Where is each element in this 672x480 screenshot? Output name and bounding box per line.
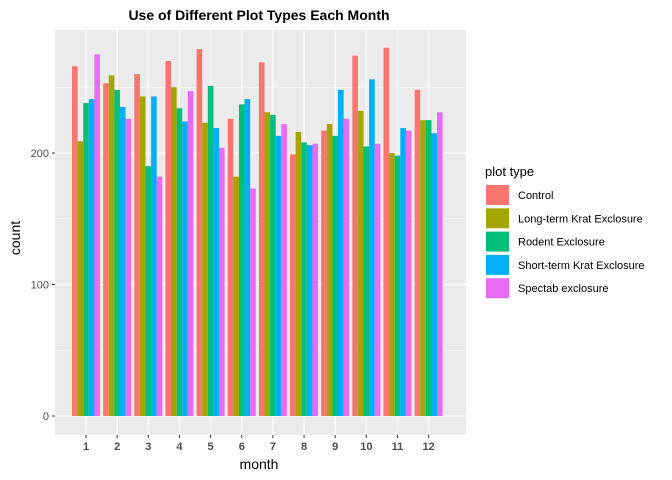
bar xyxy=(233,176,239,416)
legend-label: Rodent Exclosure xyxy=(518,237,605,249)
bar xyxy=(171,87,177,416)
legend-key xyxy=(486,185,509,205)
bar xyxy=(83,103,89,416)
bar xyxy=(270,114,276,417)
y-tick-label: 100 xyxy=(31,280,49,292)
bar xyxy=(213,128,219,416)
bar xyxy=(238,104,245,416)
bars xyxy=(72,47,443,417)
bar xyxy=(312,143,319,417)
x-tick-label: 11 xyxy=(392,441,404,453)
bar xyxy=(227,118,234,416)
bar xyxy=(103,83,109,417)
x-tick-label: 8 xyxy=(301,441,307,453)
bar xyxy=(400,128,406,416)
x-tick-label: 5 xyxy=(208,441,214,453)
bar xyxy=(414,89,421,416)
legend-key xyxy=(486,231,509,252)
bar xyxy=(119,106,126,416)
bar xyxy=(357,110,364,417)
bar xyxy=(389,153,395,416)
bar xyxy=(139,96,146,416)
x-tick-label: 2 xyxy=(114,441,120,453)
bar xyxy=(295,131,302,416)
bar xyxy=(425,120,432,416)
y-axis-ticks: 0 100 200 xyxy=(31,148,55,423)
bar xyxy=(77,141,84,417)
bar xyxy=(176,108,183,416)
bar xyxy=(94,54,100,416)
x-axis-label: month xyxy=(240,456,279,472)
bar xyxy=(108,75,115,416)
bar xyxy=(405,130,412,416)
x-tick-label: 6 xyxy=(239,441,245,453)
bar xyxy=(72,66,78,417)
bar xyxy=(301,142,307,417)
bar xyxy=(134,74,140,416)
legend-key xyxy=(486,278,509,299)
legend-title: plot type xyxy=(485,164,534,179)
x-tick-label: 7 xyxy=(270,441,276,453)
legend-label: Short-term Krat Exclosure xyxy=(518,260,645,272)
bar xyxy=(352,55,358,416)
bar xyxy=(374,143,381,417)
legend-items: Control Long-term Krat Exclosure Rodent Ex… xyxy=(486,185,645,299)
bar xyxy=(431,133,438,416)
bar xyxy=(326,124,333,416)
bar xyxy=(182,121,188,416)
bar xyxy=(394,155,401,416)
bar xyxy=(151,96,157,416)
bar xyxy=(145,166,152,416)
bar xyxy=(332,135,338,416)
bar xyxy=(244,99,251,417)
bar xyxy=(165,60,172,416)
bar xyxy=(306,145,313,417)
y-axis-label: count xyxy=(7,221,23,255)
legend-label: Long-term Krat Exclosure xyxy=(518,213,643,225)
bar xyxy=(187,91,194,416)
bar xyxy=(264,112,271,417)
bar xyxy=(258,62,265,416)
bar xyxy=(202,122,208,416)
bar xyxy=(275,135,282,416)
legend: plot type Control Long-term Krat Exclosur… xyxy=(485,164,645,299)
bar xyxy=(114,89,120,416)
y-tick-label: 0 xyxy=(43,411,49,423)
bar xyxy=(125,118,132,416)
bar xyxy=(420,120,426,416)
bar xyxy=(88,99,95,417)
legend-label: Control xyxy=(518,190,553,202)
x-axis-ticks: 1 2 3 4 5 6 7 8 9 10 11 12 xyxy=(83,435,435,453)
bar xyxy=(219,147,225,417)
bar xyxy=(281,124,287,416)
bar xyxy=(338,89,344,416)
x-tick-label: 10 xyxy=(360,441,372,453)
bar xyxy=(383,47,390,417)
bar xyxy=(250,188,256,416)
bar xyxy=(156,176,163,416)
bar xyxy=(369,79,375,417)
y-tick-label: 200 xyxy=(31,148,49,160)
bar xyxy=(343,118,350,416)
bar xyxy=(437,112,443,417)
bar xyxy=(363,146,370,417)
x-tick-label: 4 xyxy=(176,441,183,453)
x-tick-label: 1 xyxy=(83,441,89,453)
x-tick-label: 12 xyxy=(423,441,435,453)
bar xyxy=(290,154,296,416)
bar xyxy=(321,130,327,416)
bar xyxy=(207,85,214,416)
bar xyxy=(196,49,203,417)
legend-key xyxy=(486,254,509,275)
x-tick-label: 3 xyxy=(145,441,151,453)
x-tick-label: 9 xyxy=(332,441,338,453)
legend-key xyxy=(486,208,509,229)
legend-label: Spectab exclosure xyxy=(518,283,609,295)
chart-title: Use of Different Plot Types Each Month xyxy=(128,7,389,23)
